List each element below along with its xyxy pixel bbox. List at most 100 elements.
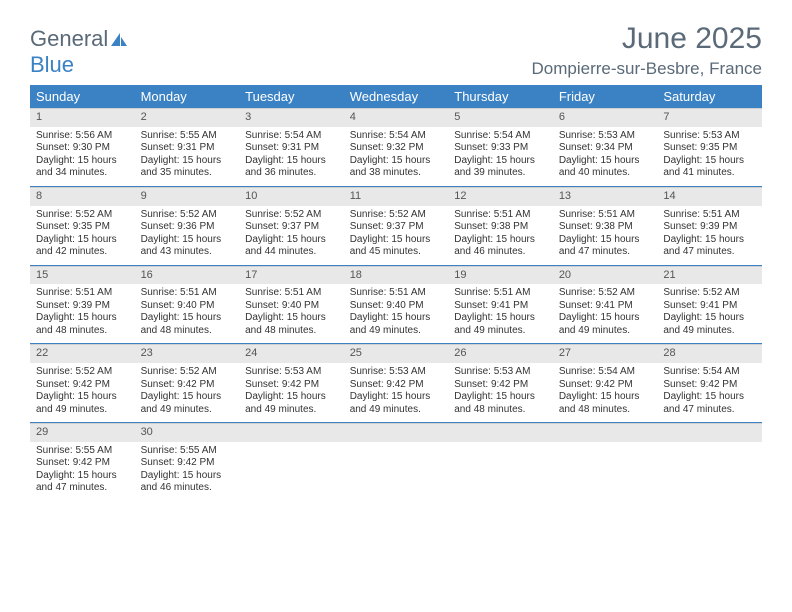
- day-number: 23: [135, 344, 240, 363]
- day-body: Sunrise: 5:56 AMSunset: 9:30 PMDaylight:…: [30, 127, 135, 186]
- day-body: Sunrise: 5:55 AMSunset: 9:42 PMDaylight:…: [135, 442, 240, 501]
- calendar-day-cell: 18Sunrise: 5:51 AMSunset: 9:40 PMDayligh…: [344, 265, 449, 344]
- day-body: Sunrise: 5:52 AMSunset: 9:37 PMDaylight:…: [344, 206, 449, 265]
- calendar-day-cell: 15Sunrise: 5:51 AMSunset: 9:39 PMDayligh…: [30, 265, 135, 344]
- calendar-day-cell: 8Sunrise: 5:52 AMSunset: 9:35 PMDaylight…: [30, 186, 135, 265]
- day-number: 6: [553, 108, 658, 127]
- calendar-day-cell: 9Sunrise: 5:52 AMSunset: 9:36 PMDaylight…: [135, 186, 240, 265]
- day-number: 14: [657, 187, 762, 206]
- day-number: 7: [657, 108, 762, 127]
- calendar-day-cell: 10Sunrise: 5:52 AMSunset: 9:37 PMDayligh…: [239, 186, 344, 265]
- day-body: Sunrise: 5:52 AMSunset: 9:42 PMDaylight:…: [135, 363, 240, 422]
- day-body: Sunrise: 5:52 AMSunset: 9:35 PMDaylight:…: [30, 206, 135, 265]
- day-number: 2: [135, 108, 240, 127]
- calendar-day-cell: 19Sunrise: 5:51 AMSunset: 9:41 PMDayligh…: [448, 265, 553, 344]
- day-number: 28: [657, 344, 762, 363]
- calendar-day-cell: 27Sunrise: 5:54 AMSunset: 9:42 PMDayligh…: [553, 344, 658, 423]
- calendar-day-cell: 24Sunrise: 5:53 AMSunset: 9:42 PMDayligh…: [239, 344, 344, 423]
- calendar-day-cell: 4Sunrise: 5:54 AMSunset: 9:32 PMDaylight…: [344, 108, 449, 186]
- month-title: June 2025: [531, 22, 762, 55]
- calendar-day-cell: [239, 423, 344, 501]
- calendar-week-row: 22Sunrise: 5:52 AMSunset: 9:42 PMDayligh…: [30, 344, 762, 423]
- day-number: 24: [239, 344, 344, 363]
- day-number: 21: [657, 266, 762, 285]
- calendar-day-cell: 20Sunrise: 5:52 AMSunset: 9:41 PMDayligh…: [553, 265, 658, 344]
- calendar-day-cell: [553, 423, 658, 501]
- day-number: 3: [239, 108, 344, 127]
- calendar-day-cell: 14Sunrise: 5:51 AMSunset: 9:39 PMDayligh…: [657, 186, 762, 265]
- day-number: 26: [448, 344, 553, 363]
- location-text: Dompierre-sur-Besbre, France: [531, 59, 762, 79]
- day-header: Monday: [135, 85, 240, 108]
- day-body: Sunrise: 5:53 AMSunset: 9:42 PMDaylight:…: [448, 363, 553, 422]
- day-number: 17: [239, 266, 344, 285]
- day-body: Sunrise: 5:54 AMSunset: 9:42 PMDaylight:…: [657, 363, 762, 422]
- day-number: 8: [30, 187, 135, 206]
- day-number: 4: [344, 108, 449, 127]
- day-body: Sunrise: 5:51 AMSunset: 9:40 PMDaylight:…: [239, 284, 344, 343]
- calendar-day-cell: 13Sunrise: 5:51 AMSunset: 9:38 PMDayligh…: [553, 186, 658, 265]
- day-number: 5: [448, 108, 553, 127]
- calendar-header-row: Sunday Monday Tuesday Wednesday Thursday…: [30, 85, 762, 108]
- day-number: 16: [135, 266, 240, 285]
- calendar-table: Sunday Monday Tuesday Wednesday Thursday…: [30, 85, 762, 501]
- day-number: 11: [344, 187, 449, 206]
- header: GeneralBlue June 2025 Dompierre-sur-Besb…: [30, 22, 762, 79]
- calendar-day-cell: 22Sunrise: 5:52 AMSunset: 9:42 PMDayligh…: [30, 344, 135, 423]
- day-header: Sunday: [30, 85, 135, 108]
- calendar-day-cell: 26Sunrise: 5:53 AMSunset: 9:42 PMDayligh…: [448, 344, 553, 423]
- day-number: 19: [448, 266, 553, 285]
- day-number: 20: [553, 266, 658, 285]
- day-body: Sunrise: 5:52 AMSunset: 9:36 PMDaylight:…: [135, 206, 240, 265]
- calendar-day-cell: 3Sunrise: 5:54 AMSunset: 9:31 PMDaylight…: [239, 108, 344, 186]
- calendar-day-cell: [657, 423, 762, 501]
- day-header: Saturday: [657, 85, 762, 108]
- day-body: Sunrise: 5:53 AMSunset: 9:34 PMDaylight:…: [553, 127, 658, 186]
- day-body: Sunrise: 5:51 AMSunset: 9:38 PMDaylight:…: [448, 206, 553, 265]
- day-body: Sunrise: 5:54 AMSunset: 9:31 PMDaylight:…: [239, 127, 344, 186]
- day-number: 29: [30, 423, 135, 442]
- calendar-day-cell: 6Sunrise: 5:53 AMSunset: 9:34 PMDaylight…: [553, 108, 658, 186]
- day-number: 25: [344, 344, 449, 363]
- calendar-day-cell: 11Sunrise: 5:52 AMSunset: 9:37 PMDayligh…: [344, 186, 449, 265]
- day-body: Sunrise: 5:53 AMSunset: 9:42 PMDaylight:…: [239, 363, 344, 422]
- day-body: Sunrise: 5:53 AMSunset: 9:35 PMDaylight:…: [657, 127, 762, 186]
- day-body: Sunrise: 5:51 AMSunset: 9:41 PMDaylight:…: [448, 284, 553, 343]
- day-number: 1: [30, 108, 135, 127]
- calendar-day-cell: 23Sunrise: 5:52 AMSunset: 9:42 PMDayligh…: [135, 344, 240, 423]
- day-number: 22: [30, 344, 135, 363]
- calendar-day-cell: 5Sunrise: 5:54 AMSunset: 9:33 PMDaylight…: [448, 108, 553, 186]
- calendar-week-row: 29Sunrise: 5:55 AMSunset: 9:42 PMDayligh…: [30, 423, 762, 501]
- day-body: Sunrise: 5:51 AMSunset: 9:39 PMDaylight:…: [30, 284, 135, 343]
- day-body: Sunrise: 5:55 AMSunset: 9:31 PMDaylight:…: [135, 127, 240, 186]
- calendar-day-cell: 12Sunrise: 5:51 AMSunset: 9:38 PMDayligh…: [448, 186, 553, 265]
- calendar-week-row: 1Sunrise: 5:56 AMSunset: 9:30 PMDaylight…: [30, 108, 762, 186]
- calendar-day-cell: 28Sunrise: 5:54 AMSunset: 9:42 PMDayligh…: [657, 344, 762, 423]
- day-body: Sunrise: 5:52 AMSunset: 9:42 PMDaylight:…: [30, 363, 135, 422]
- day-body: Sunrise: 5:51 AMSunset: 9:40 PMDaylight:…: [344, 284, 449, 343]
- day-number: 30: [135, 423, 240, 442]
- calendar-day-cell: 29Sunrise: 5:55 AMSunset: 9:42 PMDayligh…: [30, 423, 135, 501]
- calendar-day-cell: 1Sunrise: 5:56 AMSunset: 9:30 PMDaylight…: [30, 108, 135, 186]
- day-header: Friday: [553, 85, 658, 108]
- day-body: Sunrise: 5:52 AMSunset: 9:41 PMDaylight:…: [657, 284, 762, 343]
- calendar-day-cell: 21Sunrise: 5:52 AMSunset: 9:41 PMDayligh…: [657, 265, 762, 344]
- day-number: 27: [553, 344, 658, 363]
- day-body: Sunrise: 5:52 AMSunset: 9:37 PMDaylight:…: [239, 206, 344, 265]
- day-number: 10: [239, 187, 344, 206]
- day-body: Sunrise: 5:55 AMSunset: 9:42 PMDaylight:…: [30, 442, 135, 501]
- day-number: 12: [448, 187, 553, 206]
- calendar-day-cell: [448, 423, 553, 501]
- calendar-day-cell: 16Sunrise: 5:51 AMSunset: 9:40 PMDayligh…: [135, 265, 240, 344]
- day-body: Sunrise: 5:54 AMSunset: 9:33 PMDaylight:…: [448, 127, 553, 186]
- day-header: Wednesday: [344, 85, 449, 108]
- day-number: 15: [30, 266, 135, 285]
- calendar-day-cell: 25Sunrise: 5:53 AMSunset: 9:42 PMDayligh…: [344, 344, 449, 423]
- day-header: Thursday: [448, 85, 553, 108]
- calendar-week-row: 8Sunrise: 5:52 AMSunset: 9:35 PMDaylight…: [30, 186, 762, 265]
- calendar-week-row: 15Sunrise: 5:51 AMSunset: 9:39 PMDayligh…: [30, 265, 762, 344]
- calendar-day-cell: 7Sunrise: 5:53 AMSunset: 9:35 PMDaylight…: [657, 108, 762, 186]
- day-body: Sunrise: 5:51 AMSunset: 9:38 PMDaylight:…: [553, 206, 658, 265]
- day-number: 18: [344, 266, 449, 285]
- calendar-day-cell: 17Sunrise: 5:51 AMSunset: 9:40 PMDayligh…: [239, 265, 344, 344]
